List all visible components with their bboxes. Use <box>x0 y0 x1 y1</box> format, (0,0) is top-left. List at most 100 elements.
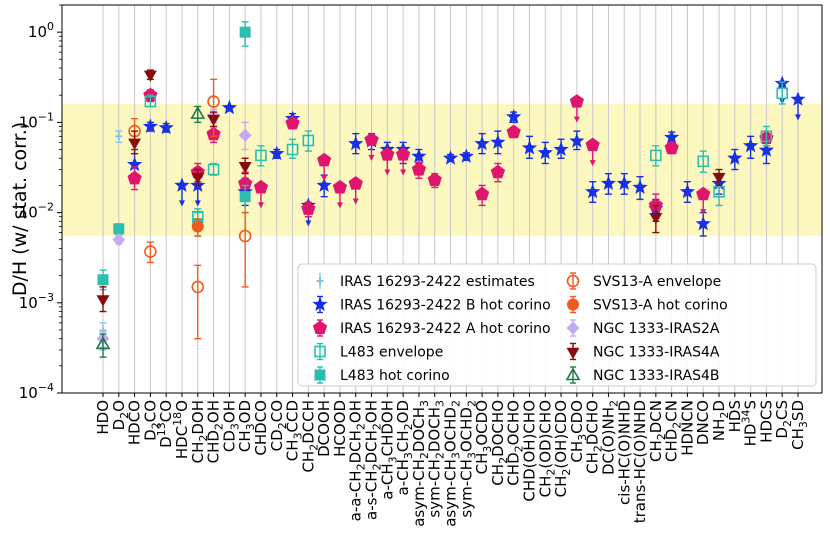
legend-item-5: SVS13-A envelope <box>566 272 721 290</box>
data-point-2-CH2DCHO <box>585 137 600 152</box>
x-tick-label-CHD2OCHO: CHD2OCHO <box>505 400 526 486</box>
data-point-2-CHDCO <box>253 179 269 194</box>
data-point-1-CD2CO <box>269 145 285 161</box>
data-point-8-D2CO <box>143 70 157 82</box>
data-point-2-CH2DCCH <box>301 201 316 215</box>
legend-marker-9 <box>565 367 581 381</box>
y-tick-label-0: 100 <box>28 20 54 41</box>
y-tick-label-1: 10−1 <box>19 110 54 131</box>
x-tick-label-symCH2DOCH3: sym-CH2DOCH3 <box>426 400 447 518</box>
legend-marker-8 <box>566 347 580 359</box>
data-point-3-CHD2OH <box>207 163 220 176</box>
data-point-4-D2O <box>113 223 125 235</box>
data-point-9-CH2DOH <box>190 106 206 119</box>
data-point-1-CHDOHCHO <box>521 139 538 155</box>
upper-limit-arrowhead <box>178 200 185 207</box>
legend-item-9: NGC 1333-IRAS4B <box>565 366 720 384</box>
data-point-2-CH3OD <box>238 176 253 190</box>
x-tick-label-CH3OD: CH3OD <box>236 400 257 452</box>
x-axis: HDOD2OHDCOD2COD13COHDC18OCH2DOHCHD2OHCD3… <box>94 393 810 527</box>
legend-label-5: SVS13-A envelope <box>593 274 721 290</box>
legend-label-0: IRAS 16293-2422 estimates <box>340 274 535 290</box>
x-tick-label-CH3CCD: CH3CCD <box>284 400 305 461</box>
data-point-3-CHDCO <box>255 149 267 162</box>
data-point-2-symCH2DOCH3 <box>427 172 442 187</box>
x-tick-label-CH2DCN: CH2DCN <box>647 400 668 462</box>
data-point-8-HDO <box>96 295 110 307</box>
data-point-2-asCH2DCH2OH <box>364 132 379 146</box>
x-tick-label-D13CO: D13CO <box>155 400 175 448</box>
y-tick-label-4: 10−4 <box>19 381 54 402</box>
x-tick-label-aCH3CH2OD: a-CH3CH2OD <box>394 400 415 495</box>
data-point-2-DNCO <box>696 186 711 201</box>
legend-marker-2 <box>312 320 328 335</box>
legend-label-4: L483 hot corino <box>340 368 450 384</box>
x-tick-label-cisHCONHD: cis-HC(O)NHD <box>615 400 633 505</box>
upper-limit-arrowhead <box>795 114 801 121</box>
data-point-2-CH3OCDO <box>474 186 490 201</box>
legend-label-8: NGC 1333-IRAS4A <box>593 345 720 361</box>
x-tick-label-asymCH3OCHD2: asym-CH3OCHD2 <box>442 400 463 527</box>
data-point-2-aaCH2DCH2OH <box>348 176 363 190</box>
x-tick-label-symCH3OCHD2: sym-CH3OCHD2 <box>457 400 478 518</box>
data-point-1-HDC18O <box>174 177 190 192</box>
data-point-4-CH3OD <box>239 191 251 203</box>
x-tick-label-CHD2OH: CHD2OH <box>205 400 226 463</box>
x-tick-label-CHDCO: CHDCO <box>252 400 270 456</box>
data-point-1-CHD2OCHO <box>506 108 522 124</box>
y-tick-label-3: 10−3 <box>19 291 54 312</box>
data-point-2-HDCO <box>127 170 142 185</box>
x-tick-label-NH2D: NH2D <box>710 400 731 441</box>
legend-item-6: SVS13-A hot corino <box>567 295 728 314</box>
data-point-7-CH3OD <box>238 128 252 142</box>
data-point-5-CH2DOH <box>191 280 205 294</box>
x-tick-label-HDC18O: HDC18O <box>171 400 191 459</box>
data-point-8-CHD2OH <box>207 114 221 127</box>
upper-limit-arrowhead <box>400 169 407 176</box>
legend-marker-4 <box>314 369 326 381</box>
y-tick-label-2: 10−2 <box>19 201 54 222</box>
x-tick-label-CH2DCCH: CH2DCCH <box>299 400 320 473</box>
legend-marker-0 <box>316 277 324 285</box>
x-tick-label-CH2DOCHO: CH2DOCHO <box>489 400 510 486</box>
x-tick-label-CH3OCDO: CH3OCDO <box>473 400 494 474</box>
legend-item-1: IRAS 16293-2422 B hot corino <box>312 295 551 314</box>
x-tick-label-HDNCN: HDNCN <box>678 400 696 456</box>
data-layer <box>95 21 806 358</box>
legend-marker-1 <box>312 296 328 311</box>
data-point-2-CHD2OCHO <box>506 124 521 139</box>
upper-limit-arrowhead <box>700 209 707 216</box>
upper-limit-arrowhead <box>368 154 375 161</box>
legend-item-3: L483 envelope <box>314 342 443 361</box>
data-point-2-aCH3CH2OD <box>395 147 411 161</box>
x-tick-label-aCH3CHDOH: a-CH3CHDOH <box>378 400 399 500</box>
data-point-0-D2O <box>115 132 123 141</box>
legend-label-9: NGC 1333-IRAS4B <box>593 368 720 384</box>
data-point-1-D2CO <box>142 118 158 133</box>
data-point-3-NH2D <box>713 185 725 198</box>
data-point-2-HCOOD <box>332 179 348 194</box>
x-tick-label-HD34S: HD34S <box>740 400 760 446</box>
series-9 <box>95 105 206 358</box>
x-tick-label-CH2ODCHO: CH2(OD)CHO <box>536 400 557 497</box>
y-axis: 100 10−1 10−2 10−3 10−4 <box>19 4 62 402</box>
data-point-3-DNCO <box>697 155 710 168</box>
data-point-3-HDCS <box>760 130 773 143</box>
data-point-3-D2CS <box>776 87 789 100</box>
legend-label-3: L483 envelope <box>340 345 443 361</box>
data-point-4-HDO <box>97 274 109 286</box>
data-point-1-CH2OHCDO <box>553 141 569 156</box>
data-point-7-D2O <box>112 233 126 247</box>
upper-limit-arrowhead <box>305 220 312 227</box>
data-point-1-CH2ODCHO <box>537 144 553 160</box>
x-tick-label-DCONH2: DC(O)NH2 <box>599 400 620 475</box>
deuteration-band <box>62 103 822 237</box>
x-tick-label-D2CS: D2CS <box>773 400 794 439</box>
x-tick-label-CD2CO: CD2CO <box>268 400 289 451</box>
data-point-1-HDCS <box>758 142 775 157</box>
data-point-1-HDS <box>727 150 743 165</box>
x-tick-label-asymCH2DOCH3: asym-CH2DOCH3 <box>410 400 431 527</box>
data-point-1-HDNCN <box>679 183 696 199</box>
data-point-3-CH3CCD <box>286 143 299 156</box>
x-tick-label-CH2DOH: CH2DOH <box>189 400 210 463</box>
